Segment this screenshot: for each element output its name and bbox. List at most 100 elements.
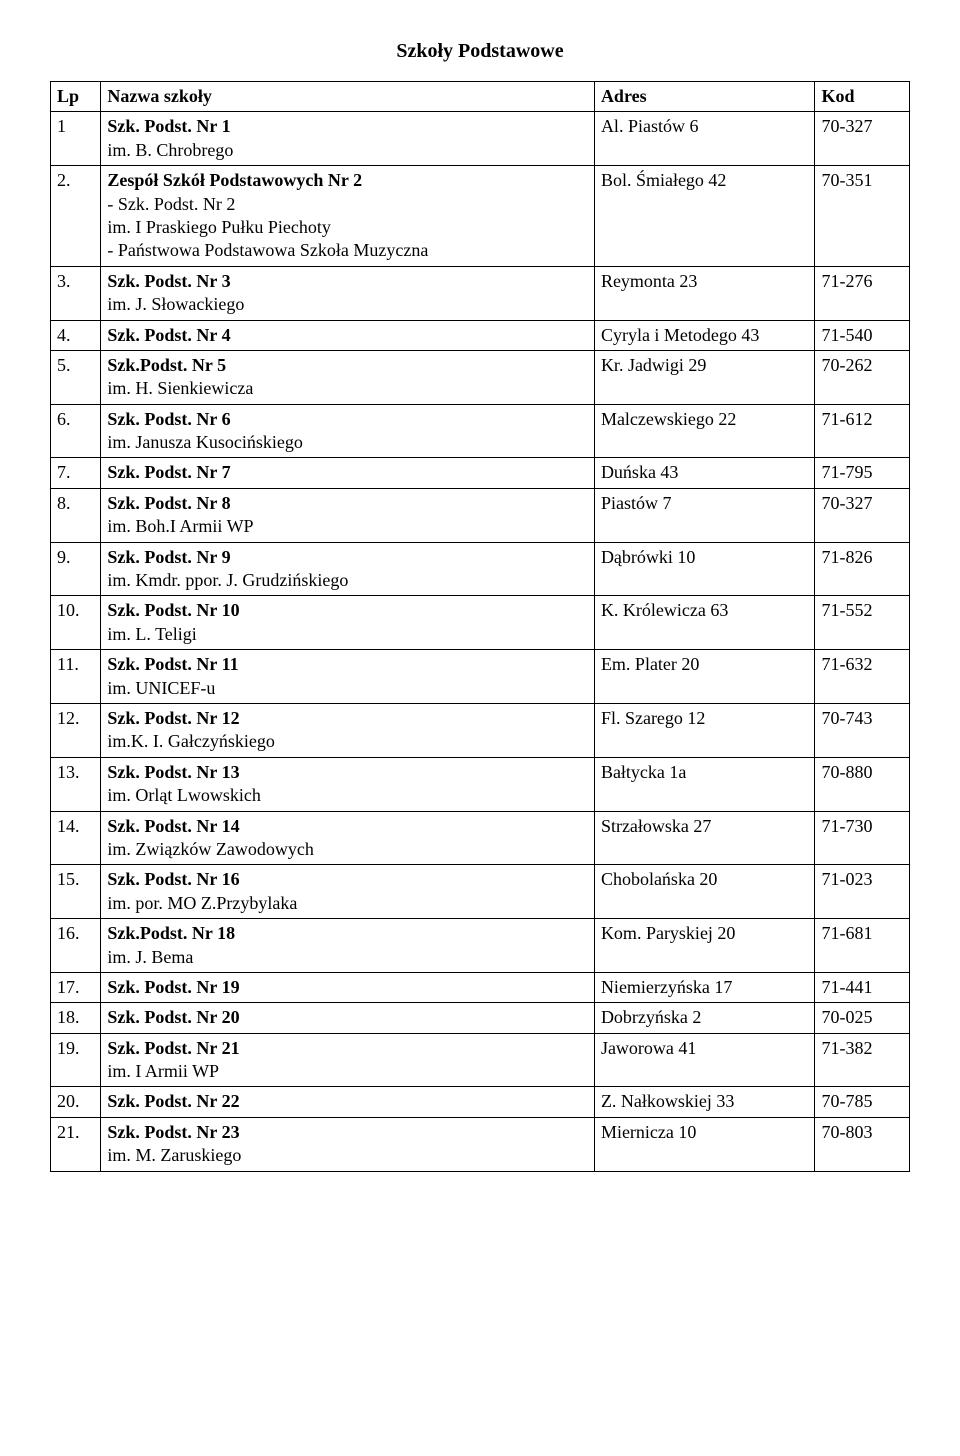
cell-lp: 18. — [51, 1003, 101, 1033]
cell-lp: 7. — [51, 458, 101, 488]
cell-nazwa: Szk.Podst. Nr 5 im. H. Sienkiewicza — [101, 350, 595, 404]
cell-adres: Miernicza 10 — [594, 1117, 815, 1171]
school-subname: im. I Praskiego Pułku Piechoty — [107, 217, 331, 237]
school-subname: im. I Armii WP — [107, 1061, 219, 1081]
cell-kod: 71-632 — [815, 650, 910, 704]
cell-kod: 71-276 — [815, 266, 910, 320]
cell-kod: 71-795 — [815, 458, 910, 488]
cell-lp: 13. — [51, 757, 101, 811]
cell-nazwa: Szk. Podst. Nr 13 im. Orląt Lwowskich — [101, 757, 595, 811]
table-row: 19.Szk. Podst. Nr 21im. I Armii WPJaworo… — [51, 1033, 910, 1087]
cell-nazwa: Szk. Podst. Nr 23 im. M. Zaruskiego — [101, 1117, 595, 1171]
cell-adres: Niemierzyńska 17 — [594, 972, 815, 1002]
cell-nazwa: Szk. Podst. Nr 21 im. I Armii WP — [101, 1033, 595, 1087]
table-row: 10.Szk. Podst. Nr 10im. L. TeligiK. Król… — [51, 596, 910, 650]
cell-kod: 71-612 — [815, 404, 910, 458]
cell-lp: 6. — [51, 404, 101, 458]
school-name: Szk. Podst. Nr 10 — [107, 600, 239, 620]
cell-lp: 3. — [51, 266, 101, 320]
cell-kod: 71-382 — [815, 1033, 910, 1087]
cell-adres: Z. Nałkowskiej 33 — [594, 1087, 815, 1117]
school-name: Szk. Podst. Nr 8 — [107, 493, 230, 513]
table-row: 6.Szk. Podst. Nr 6im. Janusza Kusociński… — [51, 404, 910, 458]
table-row: 15. Szk. Podst. Nr 16 im. por. MO Z.Przyby… — [51, 865, 910, 919]
cell-nazwa: Szk. Podst. Nr 7 — [101, 458, 595, 488]
school-name: Szk. Podst. Nr 7 — [107, 462, 230, 482]
cell-adres: Chobolańska 20 — [594, 865, 815, 919]
cell-kod: 71-730 — [815, 811, 910, 865]
school-subname: im. J. Bema — [107, 947, 193, 967]
table-row: 18.Szk. Podst. Nr 20Dobrzyńska 270-025 — [51, 1003, 910, 1033]
cell-nazwa: Szk. Podst. Nr 4 — [101, 320, 595, 350]
cell-lp: 17. — [51, 972, 101, 1002]
cell-nazwa: Szk. Podst. Nr 14im. Związków Zawodowych — [101, 811, 595, 865]
school-name: Szk. Podst. Nr 6 — [107, 409, 230, 429]
table-row: 7. Szk. Podst. Nr 7 Duńska 4371-795 — [51, 458, 910, 488]
cell-adres: Jaworowa 41 — [594, 1033, 815, 1087]
cell-adres: Duńska 43 — [594, 458, 815, 488]
school-name: Szk.Podst. Nr 18 — [107, 923, 235, 943]
school-name: Szk. Podst. Nr 23 — [107, 1122, 239, 1142]
cell-adres: Al. Piastów 6 — [594, 112, 815, 166]
school-name: Szk.Podst. Nr 5 — [107, 355, 226, 375]
cell-nazwa: Szk. Podst. Nr 16 im. por. MO Z.Przybylak… — [101, 865, 595, 919]
cell-lp: 15. — [51, 865, 101, 919]
table-row: 17.Szk. Podst. Nr 19Niemierzyńska 1771-4… — [51, 972, 910, 1002]
table-row: 8. Szk. Podst. Nr 8 im. Boh.I Armii WP Pias… — [51, 488, 910, 542]
cell-nazwa: Szk. Podst. Nr 1im. B. Chrobrego — [101, 112, 595, 166]
cell-adres: Dobrzyńska 2 — [594, 1003, 815, 1033]
cell-kod: 71-552 — [815, 596, 910, 650]
page-title: Szkoły Podstawowe — [50, 40, 910, 63]
cell-adres: Cyryla i Metodego 43 — [594, 320, 815, 350]
cell-kod: 70-327 — [815, 488, 910, 542]
school-name: Szk. Podst. Nr 20 — [107, 1007, 239, 1027]
school-subname: im.K. I. Gałczyńskiego — [107, 731, 274, 751]
cell-kod: 70-351 — [815, 166, 910, 267]
cell-lp: 11. — [51, 650, 101, 704]
cell-lp: 2. — [51, 166, 101, 267]
cell-adres: Piastów 7 — [594, 488, 815, 542]
school-name: Szk. Podst. Nr 16 — [107, 869, 239, 889]
cell-nazwa: Szk. Podst. Nr 9im. Kmdr. ppor. J. Grudz… — [101, 542, 595, 596]
table-row: 1Szk. Podst. Nr 1im. B. ChrobregoAl. Pia… — [51, 112, 910, 166]
cell-adres: Fl. Szarego 12 — [594, 703, 815, 757]
school-subname: - Szk. Podst. Nr 2 — [107, 194, 235, 214]
cell-nazwa: Szk. Podst. Nr 12im.K. I. Gałczyńskiego — [101, 703, 595, 757]
school-subname: im. Związków Zawodowych — [107, 839, 313, 859]
cell-lp: 4. — [51, 320, 101, 350]
cell-kod: 71-023 — [815, 865, 910, 919]
cell-adres: Kr. Jadwigi 29 — [594, 350, 815, 404]
school-subname: im. por. MO Z.Przybylaka — [107, 893, 297, 913]
school-name: Szk. Podst. Nr 21 — [107, 1038, 239, 1058]
table-header-row: Lp Nazwa szkoły Adres Kod — [51, 82, 910, 112]
cell-nazwa: Szk. Podst. Nr 19 — [101, 972, 595, 1002]
cell-lp: 16. — [51, 919, 101, 973]
school-name: Szk. Podst. Nr 4 — [107, 325, 230, 345]
school-subname: - Państwowa Podstawowa Szkoła Muzyczna — [107, 240, 428, 260]
cell-kod: 70-262 — [815, 350, 910, 404]
school-name: Szk. Podst. Nr 1 — [107, 116, 230, 136]
school-subname: im. Kmdr. ppor. J. Grudzińskiego — [107, 570, 348, 590]
cell-kod: 70-743 — [815, 703, 910, 757]
school-subname: im. L. Teligi — [107, 624, 196, 644]
cell-lp: 12. — [51, 703, 101, 757]
cell-lp: 8. — [51, 488, 101, 542]
cell-adres: Bałtycka 1a — [594, 757, 815, 811]
table-row: 9.Szk. Podst. Nr 9im. Kmdr. ppor. J. Gru… — [51, 542, 910, 596]
school-subname: im. J. Słowackiego — [107, 294, 244, 314]
table-row: 3.Szk. Podst. Nr 3im. J. SłowackiegoReym… — [51, 266, 910, 320]
school-name: Szk. Podst. Nr 13 — [107, 762, 239, 782]
cell-lp: 9. — [51, 542, 101, 596]
school-subname: im. Orląt Lwowskich — [107, 785, 260, 805]
table-row: 21.Szk. Podst. Nr 23im. M. ZaruskiegoMie… — [51, 1117, 910, 1171]
cell-nazwa: Szk. Podst. Nr 8 im. Boh.I Armii WP — [101, 488, 595, 542]
table-row: 13. Szk. Podst. Nr 13 im. Orląt Lwowskich B… — [51, 757, 910, 811]
cell-adres: Reymonta 23 — [594, 266, 815, 320]
school-name: Szk. Podst. Nr 19 — [107, 977, 239, 997]
header-nazwa: Nazwa szkoły — [101, 82, 595, 112]
school-subname: im. M. Zaruskiego — [107, 1145, 241, 1165]
school-subname: im. Boh.I Armii WP — [107, 516, 253, 536]
table-row: 11.Szk. Podst. Nr 11im. UNICEF-uEm. Plat… — [51, 650, 910, 704]
cell-nazwa: Zespół Szkół Podstawowych Nr 2- Szk. Pod… — [101, 166, 595, 267]
school-subname: im. H. Sienkiewicza — [107, 378, 253, 398]
